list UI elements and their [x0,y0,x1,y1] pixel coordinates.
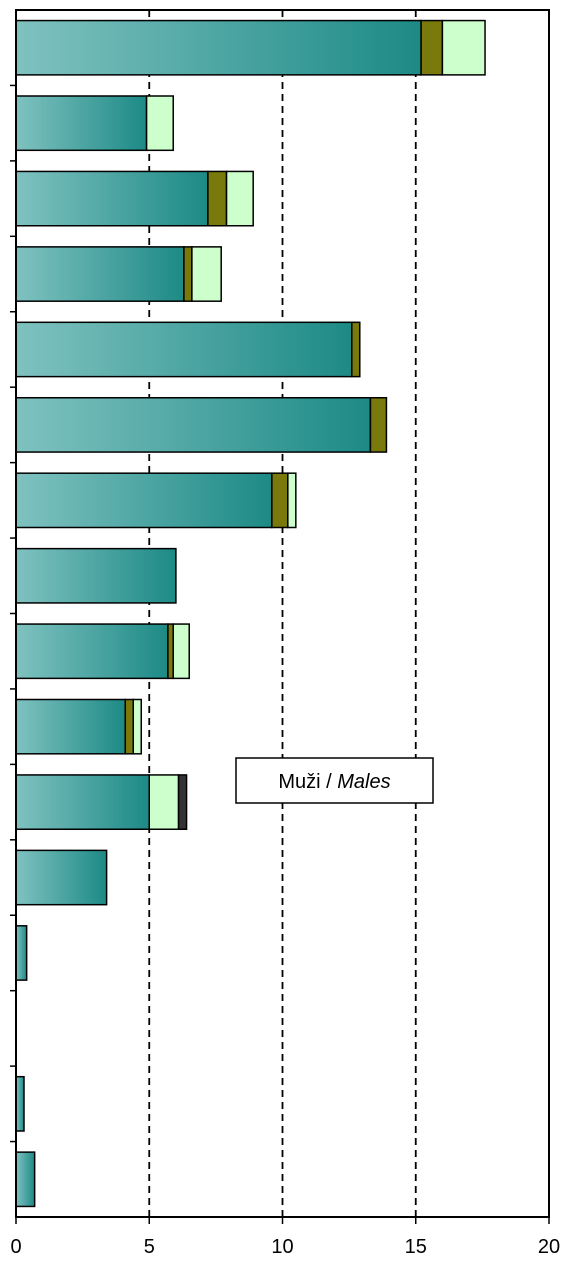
bars [15,19,486,1208]
x-tick-label: 0 [10,1236,21,1258]
x-tick-label: 10 [271,1236,293,1258]
bar-segment [15,623,169,680]
bar-segment [167,623,174,680]
bar-segment [15,396,372,453]
bar-segment [183,246,193,302]
bar-segment [351,321,361,378]
bar-segment [132,698,143,755]
bar-segment [369,396,388,453]
legend-label-main: Muži / [278,771,337,793]
legend-label: Muži / Males [278,771,390,793]
bar-segment [15,321,353,378]
bar-segment [124,698,135,755]
bar-segment [148,774,180,831]
bar-segment [15,1075,25,1132]
x-tick-label: 20 [538,1236,560,1258]
bar-segment [287,472,297,529]
bar-segment [15,925,28,981]
bar-segment [172,623,190,680]
bar-segment [15,849,108,906]
bar-segment [15,774,150,831]
grid-lines [148,10,417,1217]
x-tick-label: 15 [405,1236,427,1258]
x-tick-label: 5 [144,1236,155,1258]
bar-segment [225,170,254,227]
bar-segment [15,95,148,152]
bar-segment [271,472,289,529]
axis-ticks: 0 5 10 15 20 [10,84,560,1258]
bar-segment [145,95,174,152]
bar-segment [15,246,185,302]
bar-segment [441,19,486,76]
bar-segment [15,698,127,755]
bar-segment [191,246,222,302]
bar-segment [15,19,422,76]
bar-segment [207,170,228,227]
bar-segment [177,774,188,831]
bar-segment [15,547,177,604]
bar-segment [15,472,273,529]
legend-box: Muži / Males [235,757,434,804]
bar-segment [420,19,444,76]
bar-segment [15,1151,36,1208]
legend-label-italic: Males [337,771,390,793]
legend-frame [235,757,434,804]
bar-segment [15,170,209,227]
